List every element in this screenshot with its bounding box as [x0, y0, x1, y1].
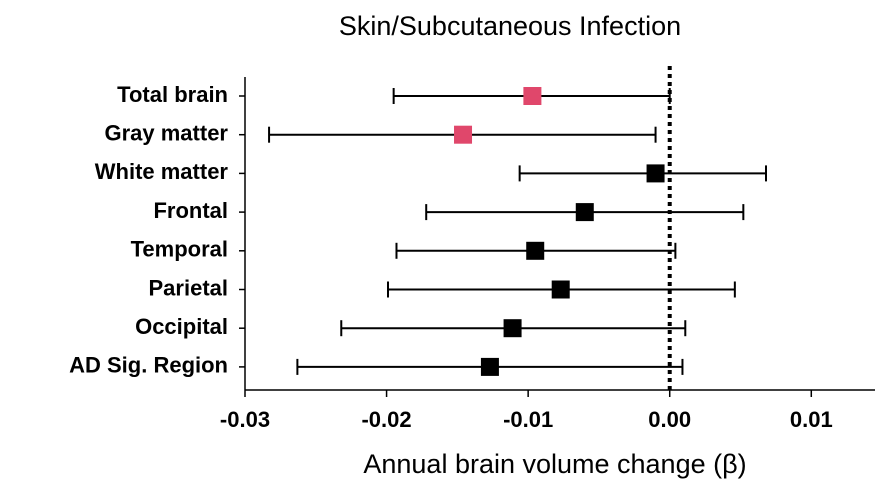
category-label: Parietal — [149, 275, 229, 300]
category-label: Total brain — [117, 82, 228, 107]
category-label: Gray matter — [104, 121, 228, 146]
estimate-marker — [646, 164, 665, 183]
category-label: Frontal — [153, 198, 228, 223]
x-tick-label: 0.00 — [648, 407, 691, 432]
category-label: Temporal — [131, 237, 228, 262]
x-tick-label: 0.01 — [790, 407, 833, 432]
estimate-marker — [454, 125, 473, 144]
x-tick-label: -0.03 — [220, 407, 270, 432]
estimate-marker — [480, 357, 499, 376]
estimate-marker — [551, 280, 570, 299]
estimate-marker — [526, 241, 545, 260]
x-tick-label: -0.01 — [503, 407, 553, 432]
x-axis-label: Annual brain volume change (β) — [363, 449, 746, 479]
estimate-marker — [503, 319, 522, 338]
category-label: White matter — [95, 159, 229, 184]
category-label: AD Sig. Region — [69, 353, 228, 378]
chart-title: Skin/Subcutaneous Infection — [339, 11, 681, 41]
estimate-marker — [523, 87, 542, 105]
category-label: Occipital — [135, 314, 228, 339]
x-tick-label: -0.02 — [361, 407, 411, 432]
estimate-marker — [575, 203, 594, 222]
